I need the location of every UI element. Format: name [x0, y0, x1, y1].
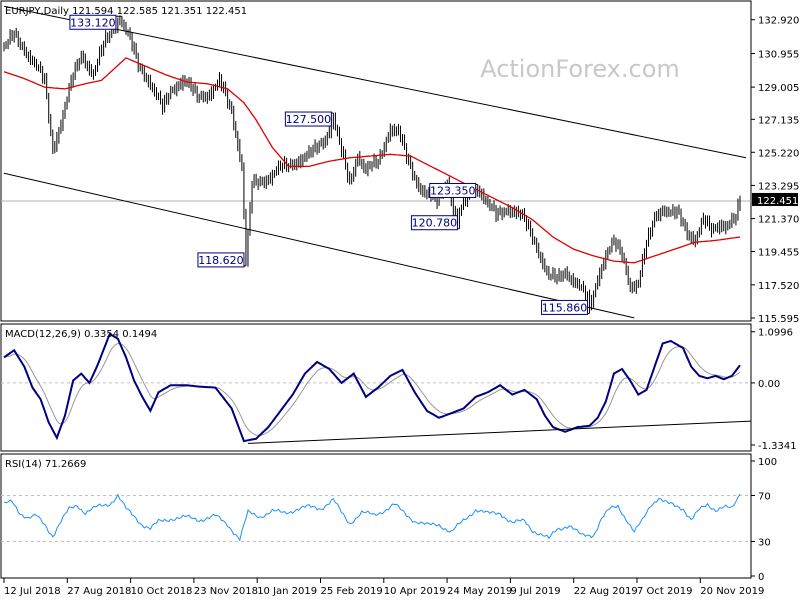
y-tick-label: 125.220 [758, 148, 799, 159]
x-tick-label: 25 Feb 2019 [321, 586, 383, 597]
last-price-badge [752, 192, 798, 206]
y-tick-label: 100 [758, 457, 777, 468]
y-tick-label: 123.295 [758, 181, 799, 192]
moving-average-line [3, 57, 741, 264]
watermark: ActionForex.com [480, 55, 680, 83]
x-tick-label: 12 Jul 2018 [4, 586, 61, 597]
price-header: EURJPY,Daily 121.594 122.585 121.351 122… [5, 6, 247, 17]
x-tick-label: 10 Apr 2019 [384, 586, 446, 597]
x-tick-label: 9 Jul 2019 [510, 586, 560, 597]
macd-title: MACD(12,26,9) 0.3354 0.1494 [5, 329, 157, 340]
x-tick-label: 24 May 2019 [447, 586, 512, 597]
y-tick-label: 130.955 [758, 50, 799, 61]
annotation-box [69, 14, 117, 30]
annotation-label: 118.620 [198, 254, 244, 267]
x-tick-label: 27 Aug 2018 [67, 586, 131, 597]
y-tick-label: 121.370 [758, 215, 799, 226]
annotation-label: 120.780 [412, 217, 458, 230]
annotation-label: 123.350 [430, 184, 476, 197]
x-tick-label: 22 Aug 2019 [574, 586, 638, 597]
annotation-box [541, 299, 589, 315]
price-panel-frame [0, 0, 752, 322]
x-tick-label: 10 Jan 2019 [257, 586, 317, 597]
y-tick-label: 119.455 [758, 248, 799, 259]
x-tick-label: 23 Nov 2018 [194, 586, 258, 597]
price-trendline [3, 172, 635, 319]
annotation-box [197, 252, 245, 268]
x-tick-label: 10 Oct 2018 [131, 586, 193, 597]
annotation-box [429, 182, 477, 198]
y-tick-label: -1.3341 [758, 441, 797, 452]
y-tick-label: 70 [758, 492, 771, 503]
annotation-box [410, 215, 458, 231]
annotation-label: 127.500 [286, 113, 332, 126]
y-tick-label: 0 [758, 572, 764, 583]
y-tick-label: 115.595 [758, 314, 799, 325]
y-tick-label: 1.0996 [758, 328, 793, 339]
last-price-label: 122.451 [757, 196, 798, 207]
x-tick-label: 20 Nov 2019 [700, 586, 764, 597]
x-tick-label: 7 Oct 2019 [637, 586, 692, 597]
rsi-line [3, 493, 741, 542]
y-tick-label: 30 [758, 538, 771, 549]
rsi-title: RSI(14) 71.2669 [5, 459, 86, 470]
annotation-box [284, 111, 332, 127]
y-tick-label: 132.920 [758, 16, 799, 27]
y-tick-label: 0.00 [758, 379, 780, 390]
macd-line [3, 332, 741, 443]
rsi-panel-frame [0, 453, 752, 579]
annotation-label: 115.860 [542, 301, 588, 314]
y-tick-label: 127.135 [758, 115, 799, 126]
macd-signal-line [3, 342, 741, 436]
y-tick-label: 129.005 [758, 83, 799, 94]
y-tick-label: 117.520 [758, 281, 799, 292]
annotation-label: 133.120 [70, 16, 116, 29]
macd-panel-frame [0, 323, 752, 452]
macd-support-trendline [247, 420, 752, 444]
